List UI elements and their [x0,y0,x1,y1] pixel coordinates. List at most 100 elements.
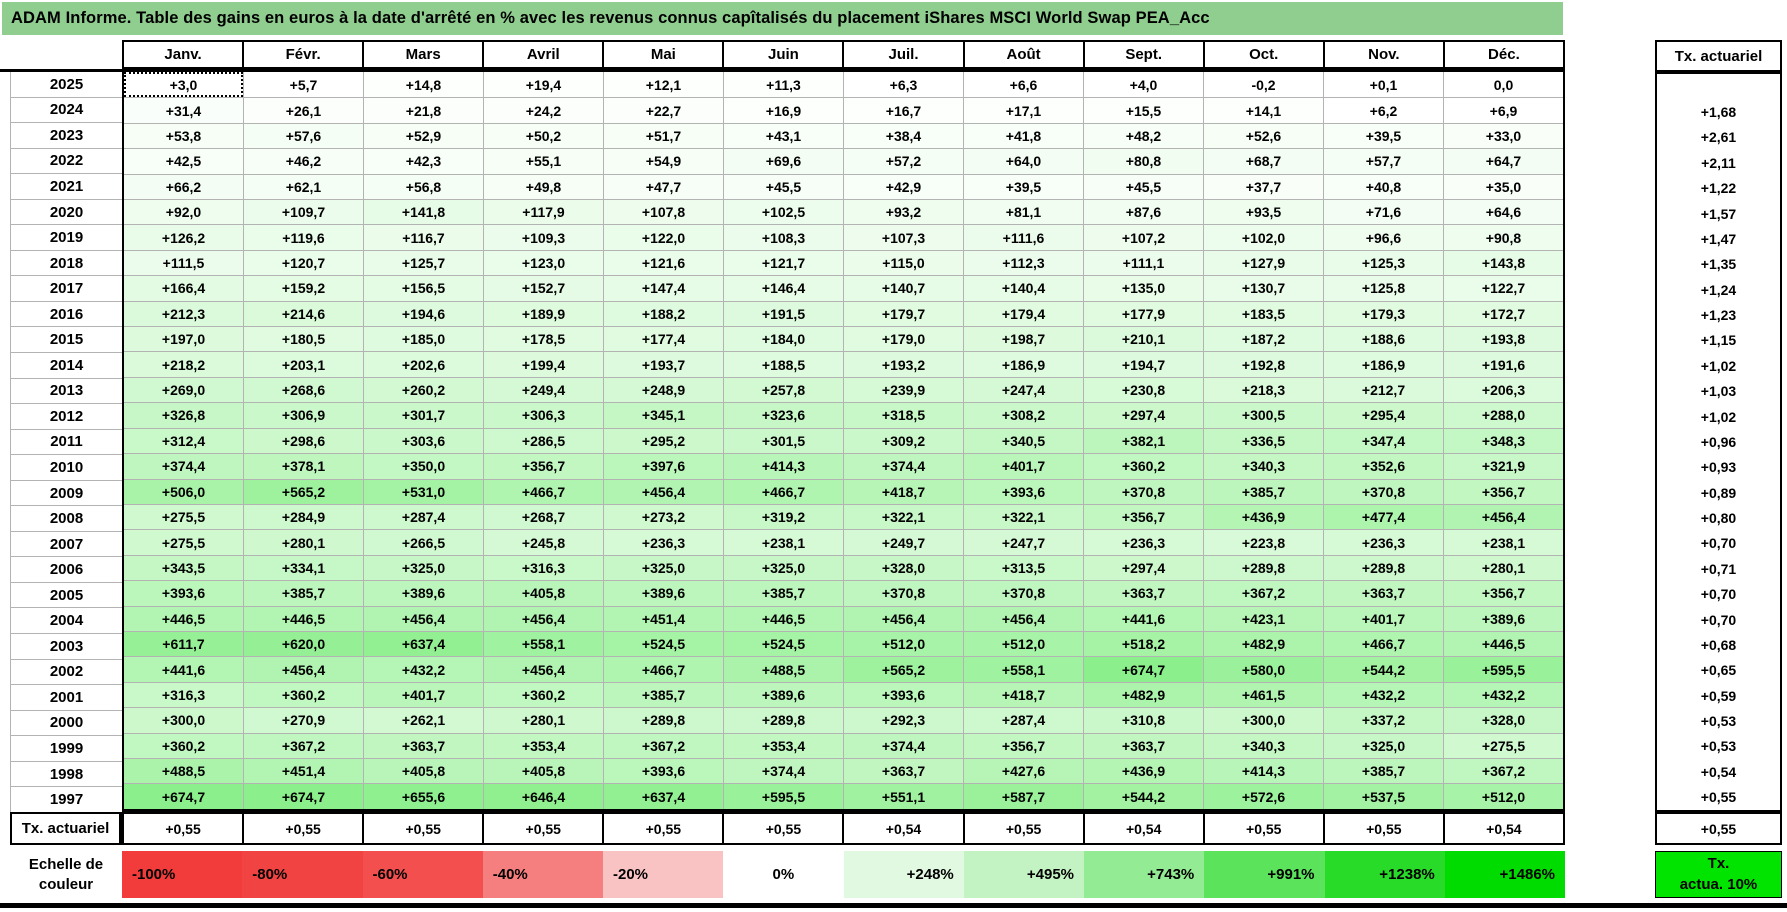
gain-cell[interactable]: +328,0 [843,554,963,581]
gain-cell[interactable]: +116,7 [363,224,483,250]
gain-cell[interactable]: +68,7 [1203,148,1323,174]
gain-cell[interactable]: +248,9 [603,376,723,403]
gain-cell[interactable]: +188,5 [723,351,843,377]
gain-cell[interactable]: +646,4 [483,783,603,809]
gain-cell[interactable]: +300,0 [1203,707,1323,733]
gain-cell[interactable]: +360,2 [1083,453,1203,479]
gain-cell[interactable]: +159,2 [243,275,363,301]
gain-cell[interactable]: +477,4 [1323,503,1443,530]
gain-cell[interactable]: +374,4 [124,453,243,479]
gain-cell[interactable]: +140,4 [963,275,1083,301]
gain-cell[interactable]: +52,6 [1203,122,1323,149]
gain-cell[interactable]: +325,0 [723,554,843,581]
gain-cell[interactable]: +363,7 [363,732,483,758]
gain-cell[interactable]: +289,8 [603,707,723,733]
gain-cell[interactable]: +275,5 [1443,732,1563,758]
gain-cell[interactable]: +193,2 [843,351,963,377]
gain-cell[interactable]: +55,1 [483,148,603,174]
gain-cell[interactable]: +123,0 [483,249,603,276]
gain-cell[interactable]: +378,1 [243,453,363,479]
gain-cell[interactable]: +456,4 [483,605,603,631]
gain-cell[interactable]: +587,7 [963,783,1083,809]
gain-cell[interactable]: +456,4 [843,605,963,631]
gain-cell[interactable]: +367,2 [1443,757,1563,784]
gain-cell[interactable]: +572,6 [1203,783,1323,809]
gain-cell[interactable]: +363,7 [1083,732,1203,758]
gain-cell[interactable]: +130,7 [1203,275,1323,301]
gain-cell[interactable]: +35,0 [1443,173,1563,200]
gain-cell[interactable]: +14,1 [1203,97,1323,123]
gain-cell[interactable]: +367,2 [243,732,363,758]
gain-cell[interactable]: +295,2 [603,427,723,454]
gain-cell[interactable]: +348,3 [1443,427,1563,454]
gain-cell[interactable]: +6,3 [843,72,963,98]
gain-cell[interactable]: +323,6 [723,402,843,428]
gain-cell[interactable]: +367,2 [1203,580,1323,606]
gain-cell[interactable]: +318,5 [843,402,963,428]
gain-cell[interactable]: +24,2 [483,97,603,123]
gain-cell[interactable]: +595,5 [723,783,843,809]
gain-cell[interactable]: +432,2 [363,656,483,682]
gain-cell[interactable]: +6,9 [1443,97,1563,123]
gain-cell[interactable]: +544,2 [1083,783,1203,809]
gain-cell[interactable]: +115,0 [843,249,963,276]
gain-cell[interactable]: +268,6 [243,376,363,403]
gain-cell[interactable]: +56,8 [363,173,483,200]
gain-cell[interactable]: +275,5 [124,529,243,555]
gain-cell[interactable]: +45,5 [1083,173,1203,200]
gain-cell[interactable]: +206,3 [1443,376,1563,403]
gain-cell[interactable]: +374,4 [843,732,963,758]
gain-cell[interactable]: +198,7 [963,326,1083,352]
gain-cell[interactable]: +309,2 [843,427,963,454]
gain-cell[interactable]: +518,2 [1083,630,1203,657]
gain-cell[interactable]: +214,6 [243,300,363,327]
gain-cell[interactable]: +109,7 [243,199,363,225]
gain-cell[interactable]: +31,4 [124,97,243,123]
gain-cell[interactable]: +15,5 [1083,97,1203,123]
gain-cell[interactable]: +6,6 [963,72,1083,98]
gain-cell[interactable]: +451,4 [243,757,363,784]
gain-cell[interactable]: +446,5 [243,605,363,631]
gain-cell[interactable]: +0,1 [1323,72,1443,98]
gain-cell[interactable]: +121,7 [723,249,843,276]
gain-cell[interactable]: +57,7 [1323,148,1443,174]
gain-cell[interactable]: +90,8 [1443,224,1563,250]
gain-cell[interactable]: +177,4 [603,326,723,352]
gain-cell[interactable]: +107,2 [1083,224,1203,250]
gain-cell[interactable]: +280,1 [1443,554,1563,581]
gain-cell[interactable]: +42,5 [124,148,243,174]
gain-cell[interactable]: +389,6 [603,580,723,606]
gain-cell[interactable]: +367,2 [603,732,723,758]
gain-cell[interactable]: +102,0 [1203,224,1323,250]
gain-cell[interactable]: +356,7 [1083,503,1203,530]
gain-cell[interactable]: +236,3 [1323,529,1443,555]
gain-cell[interactable]: +64,0 [963,148,1083,174]
gain-cell[interactable]: +319,2 [723,503,843,530]
gain-cell[interactable]: +385,7 [1323,757,1443,784]
gain-cell[interactable]: +22,7 [603,97,723,123]
gain-cell[interactable]: +418,7 [843,478,963,504]
gain-cell[interactable]: +423,1 [1203,605,1323,631]
gain-cell[interactable]: +218,2 [124,351,243,377]
gain-cell[interactable]: +191,6 [1443,351,1563,377]
gain-cell[interactable]: +482,9 [1083,681,1203,708]
gain-cell[interactable]: +292,3 [843,707,963,733]
gain-cell[interactable]: +119,6 [243,224,363,250]
gain-cell[interactable]: +172,7 [1443,300,1563,327]
gain-cell[interactable]: +37,7 [1203,173,1323,200]
gain-cell[interactable]: +446,5 [1443,630,1563,657]
gain-cell[interactable]: +187,2 [1203,326,1323,352]
gain-cell[interactable]: +189,9 [483,300,603,327]
gain-cell[interactable]: +340,3 [1203,453,1323,479]
gain-cell[interactable]: +360,2 [483,681,603,708]
gain-cell[interactable]: +393,6 [843,681,963,708]
gain-cell[interactable]: +93,2 [843,199,963,225]
gain-cell[interactable]: +289,8 [1323,554,1443,581]
gain-cell[interactable]: +11,3 [723,72,843,98]
gain-cell[interactable]: +674,7 [243,783,363,809]
gain-cell[interactable]: +446,5 [124,605,243,631]
gain-cell[interactable]: +125,3 [1323,249,1443,276]
gain-cell[interactable]: +179,4 [963,300,1083,327]
gain-cell[interactable]: +140,7 [843,275,963,301]
gain-cell[interactable]: +325,0 [1323,732,1443,758]
